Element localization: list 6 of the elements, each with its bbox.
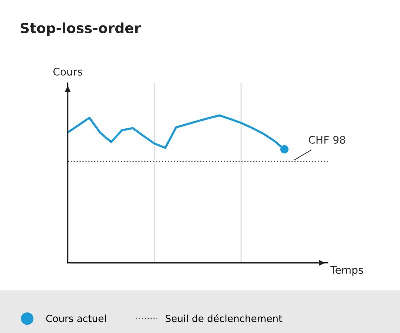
annotation: CHF 98: [309, 136, 346, 144]
x-axis-title: Temps: [330, 266, 364, 276]
legend-label: Seuil de déclenchement: [166, 314, 282, 322]
y-axis-title: Cours: [54, 68, 82, 76]
chart-title: Stop-loss-order: [20, 22, 142, 36]
legend-label: Cours actuel: [46, 314, 106, 322]
